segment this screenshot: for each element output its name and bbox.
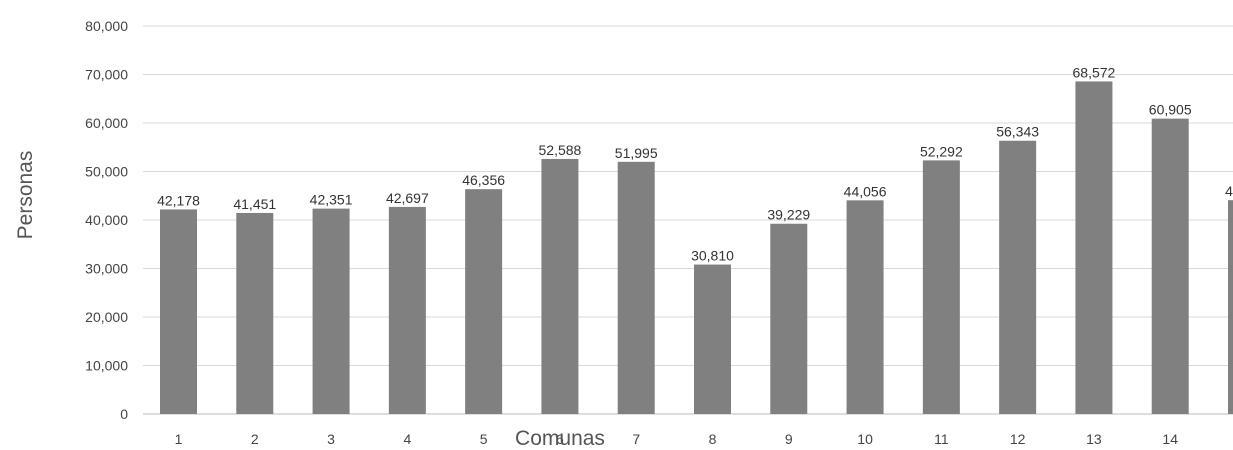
bar-comuna-6	[541, 158, 579, 414]
bar-comuna-10	[846, 200, 884, 414]
bar-value-label: 30,810	[691, 248, 734, 264]
bar-comuna-15	[1228, 200, 1233, 414]
y-tick-label: 80,000	[85, 18, 128, 34]
y-axis-ticks: 0 10,000 20,000 30,000 40,000 50,000 60,000 70,…	[85, 18, 128, 422]
x-tick-label: 3	[327, 431, 335, 447]
x-tick-label: 14	[1162, 431, 1178, 447]
x-axis-title: Comunas	[515, 427, 605, 450]
bar-value-label: 39,229	[767, 207, 810, 223]
x-tick-label: 8	[709, 431, 717, 447]
y-tick-label: 50,000	[85, 164, 128, 180]
bar-comuna-8	[694, 264, 731, 414]
bar-comuna-5	[465, 189, 503, 414]
y-tick-label: 0	[120, 406, 128, 422]
bar-value-label: 60,905	[1149, 102, 1192, 118]
bar-comuna-2	[236, 212, 274, 414]
bar-comuna-14	[1151, 118, 1189, 414]
bar-value-label: 42,351	[310, 192, 353, 208]
x-tick-label: 9	[785, 431, 793, 447]
x-tick-label: 4	[403, 431, 411, 447]
bar-value-label: 42,178	[157, 192, 200, 208]
x-tick-label: 10	[857, 431, 873, 447]
y-tick-label: 30,000	[85, 261, 128, 277]
bar-comuna-12	[999, 140, 1037, 414]
y-tick-label: 70,000	[85, 67, 128, 83]
bar-value-label: 52,588	[539, 142, 582, 158]
y-axis-title: Personas	[14, 151, 37, 240]
x-tick-label: 2	[251, 431, 259, 447]
bar-comuna-3	[312, 208, 350, 414]
x-tick-label: 7	[632, 431, 640, 447]
bar-comuna-1	[160, 209, 197, 414]
bar-comuna-9	[770, 223, 808, 414]
x-tick-label: 1	[175, 431, 183, 447]
x-tick-label: 6	[556, 431, 564, 447]
bar-comuna-4	[388, 206, 426, 414]
y-tick-label: 60,000	[85, 115, 128, 131]
bars	[160, 81, 1233, 415]
y-tick-label: 40,000	[85, 212, 128, 228]
x-tick-label: 5	[480, 431, 488, 447]
x-tick-label: 12	[1010, 431, 1026, 447]
y-tick-label: 20,000	[85, 309, 128, 325]
bar-value-label: 46,356	[462, 172, 505, 188]
bar-value-label: 68,572	[1073, 64, 1116, 80]
bar-comuna-11	[922, 160, 960, 414]
bar-value-label: 52,292	[920, 143, 963, 159]
data-labels: 42,178 41,451 42,351 42,697 46,356 52,588 51,9…	[157, 64, 1233, 263]
bar-value-label: 51,995	[615, 145, 658, 161]
bar-value-label: 44,087	[1225, 183, 1233, 199]
bar-value-label: 44,056	[844, 183, 887, 199]
bar-value-label: 42,697	[386, 190, 429, 206]
bar-value-label: 41,451	[233, 196, 276, 212]
bar-value-label: 56,343	[996, 124, 1039, 140]
bar-comuna-13	[1075, 81, 1113, 415]
gridlines	[143, 25, 1233, 415]
y-tick-label: 10,000	[85, 358, 128, 374]
x-tick-label: 11	[934, 431, 949, 447]
bar-comuna-7	[617, 161, 655, 414]
x-axis-ticks: 123456789101112131415	[175, 431, 1179, 447]
x-tick-label: 13	[1086, 431, 1102, 447]
